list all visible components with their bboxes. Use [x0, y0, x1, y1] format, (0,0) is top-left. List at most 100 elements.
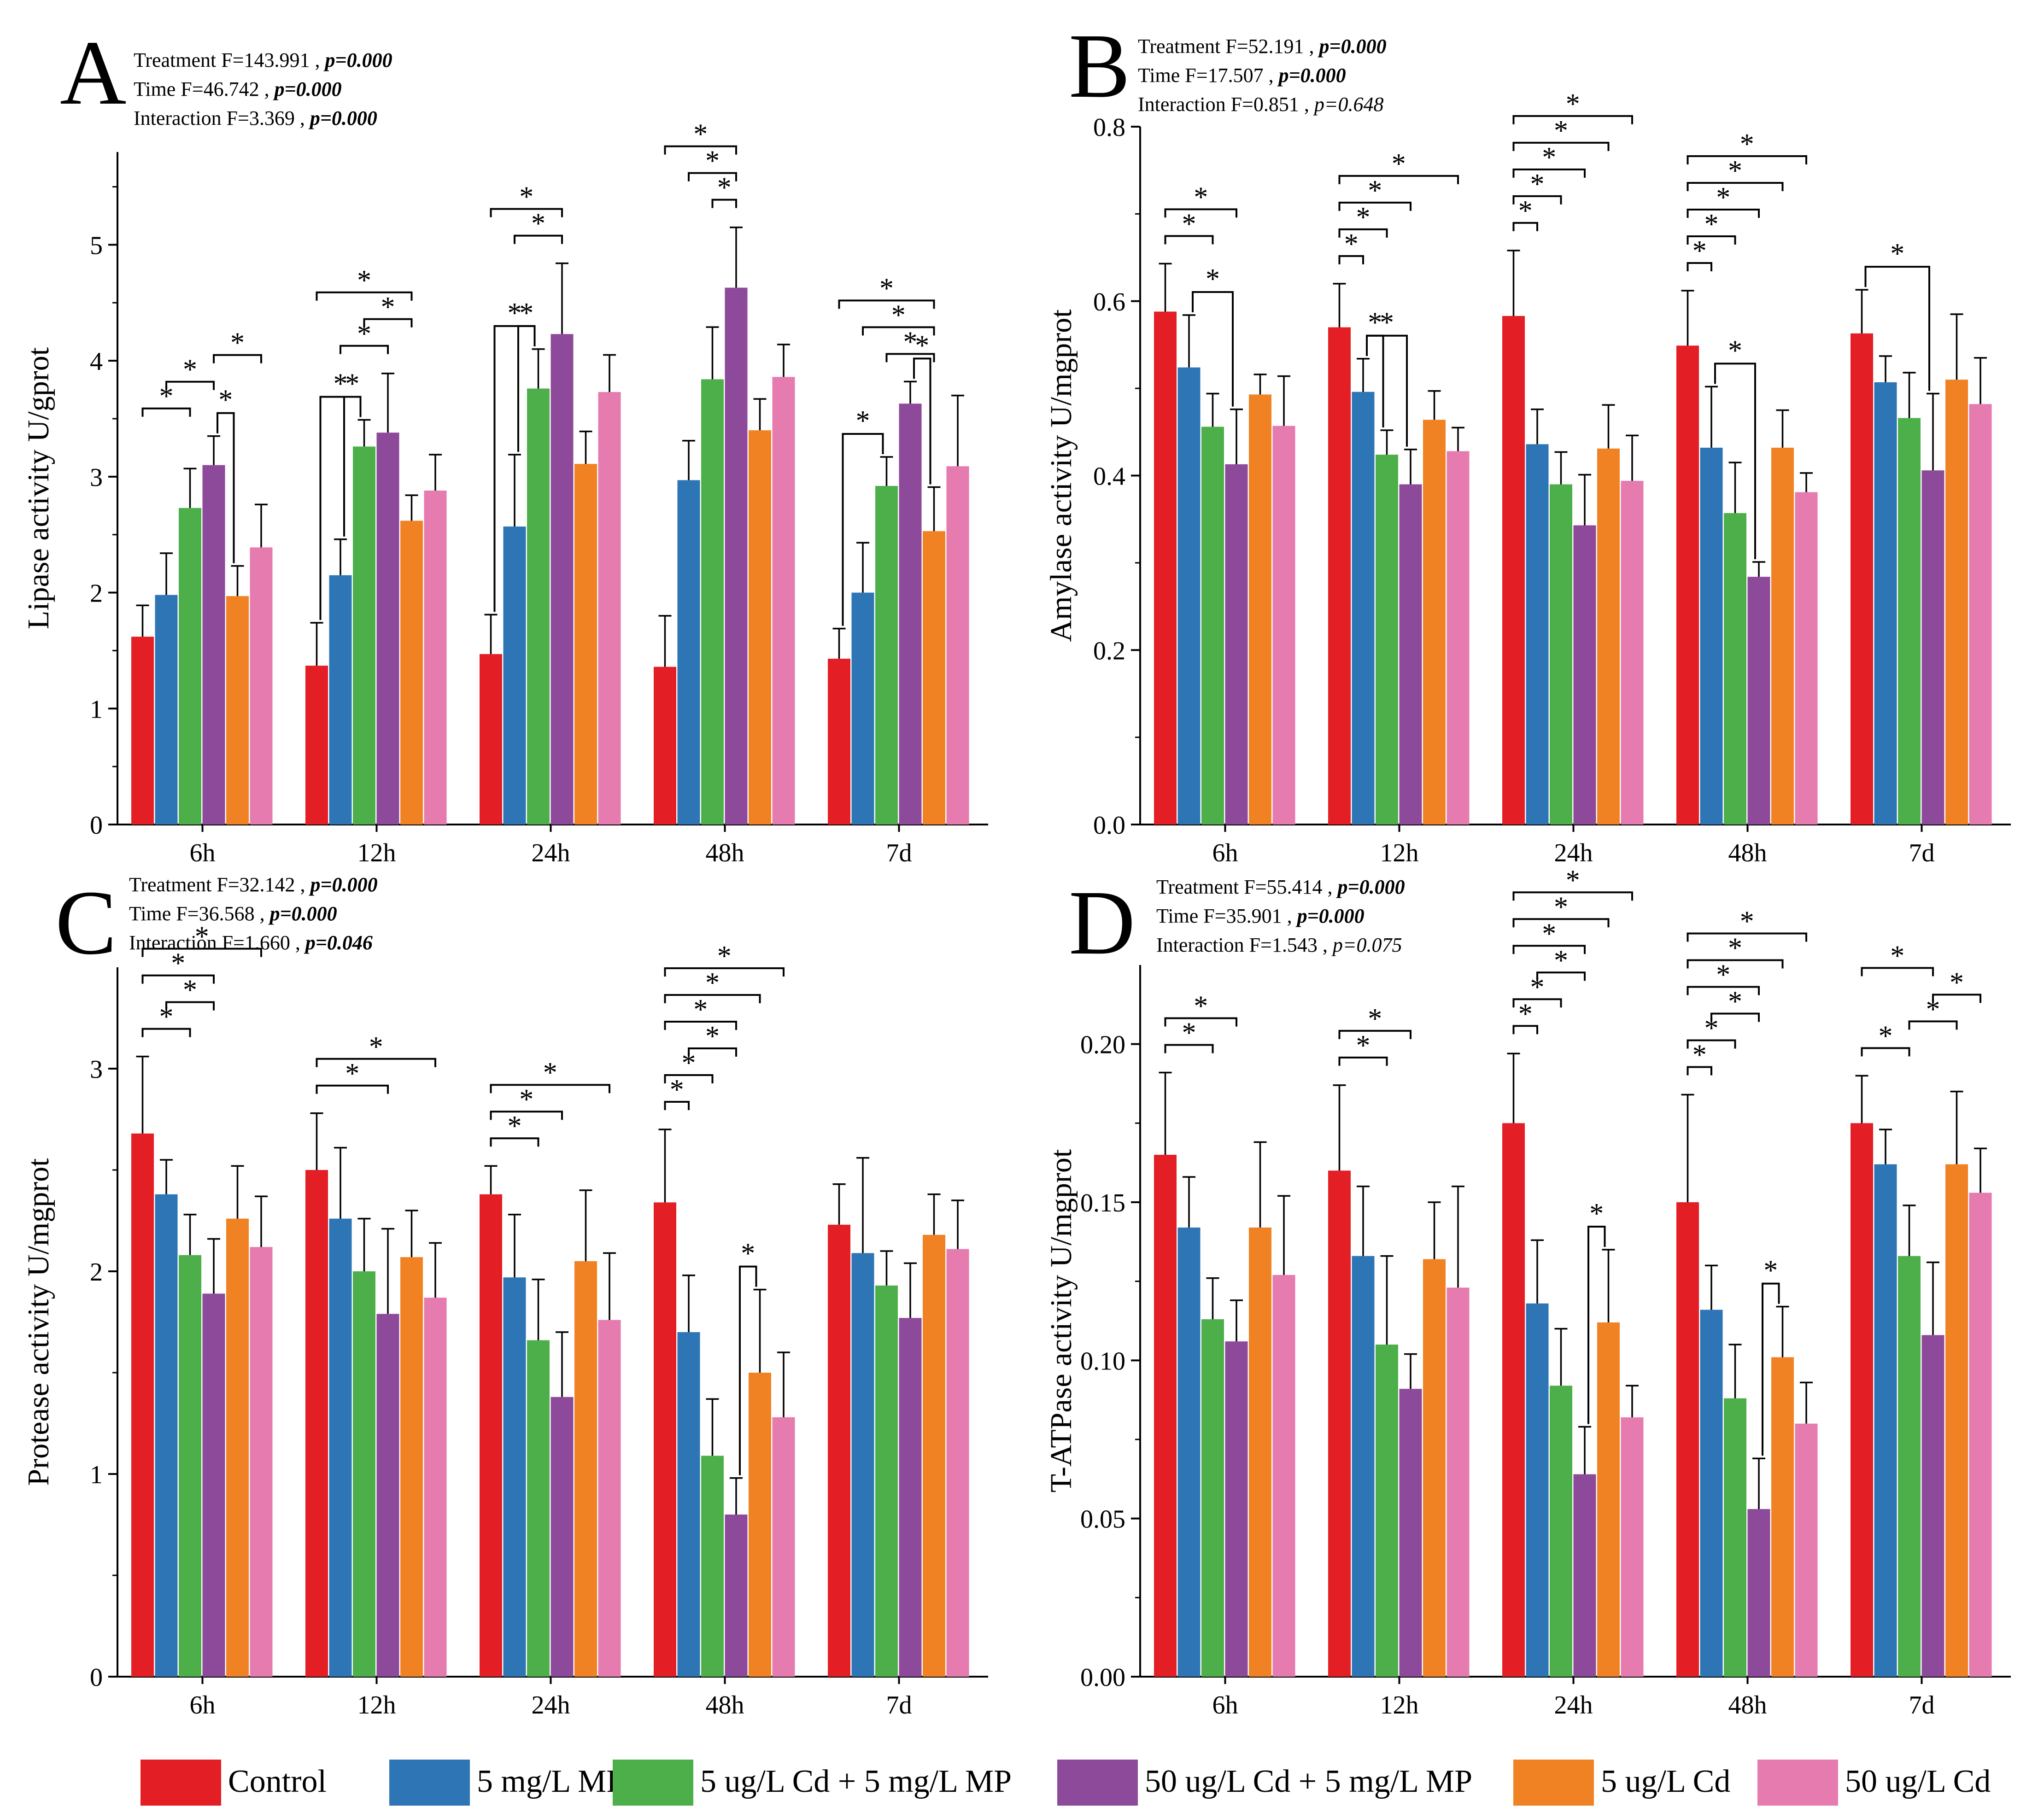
sig-star: *: [1518, 195, 1533, 227]
sig-star: *: [1380, 307, 1394, 339]
bar: [527, 1340, 550, 1677]
sig-star: *: [230, 328, 245, 359]
bar: [202, 465, 225, 825]
sig-bracket: [316, 1084, 389, 1094]
sig-star: *: [1589, 1198, 1604, 1229]
sig-bracket: [141, 974, 215, 984]
bar: [725, 287, 748, 825]
sig-bracket: [664, 994, 761, 1003]
sig-star: *: [856, 405, 870, 437]
panel-letter: C: [55, 872, 117, 974]
bar: [226, 596, 249, 825]
sig-star: *: [1566, 865, 1580, 896]
stat-label: Interaction F=3.369 ,: [134, 107, 310, 129]
bar: [875, 1285, 898, 1677]
sig-bracket: [1512, 195, 1562, 205]
bar: [1423, 1259, 1446, 1677]
x-tick-label: 6h: [1212, 839, 1238, 867]
x-tick-label: 48h: [706, 1691, 744, 1720]
bar: [1700, 1310, 1723, 1677]
legend-label: 5 ug/L Cd: [1601, 1764, 1730, 1799]
sig-bracket: [1512, 141, 1610, 151]
bar: [424, 491, 447, 825]
sig-hook-bracket: [1366, 334, 1384, 428]
bar: [131, 637, 154, 825]
x-tick-label: 12h: [1380, 1691, 1419, 1720]
bar: [749, 1373, 771, 1677]
sig-bracket: [141, 948, 262, 957]
bar: [574, 1261, 597, 1677]
bar: [1399, 484, 1422, 825]
x-tick-label: 48h: [706, 839, 744, 867]
bar: [1597, 1322, 1620, 1677]
sig-bracket: [141, 407, 191, 417]
x-tick-label: 24h: [1554, 839, 1593, 867]
sig-bracket: [1687, 262, 1712, 272]
bar: [551, 334, 574, 825]
sig-star: *: [357, 265, 371, 296]
y-tick-label: 1: [90, 695, 103, 724]
bar: [1272, 426, 1295, 825]
stat-label: Treatment F=143.991 ,: [134, 49, 325, 71]
stat-p-value: p=0.000: [273, 78, 342, 100]
sig-bracket: [1687, 959, 1784, 969]
legend-label: 50 ug/L Cd: [1845, 1764, 1991, 1799]
sig-star: *: [717, 941, 732, 972]
sig-bracket: [490, 1111, 563, 1120]
sig-star: *: [1542, 142, 1556, 173]
sig-bracket: [1512, 945, 1586, 954]
x-tick-label: 24h: [1554, 1691, 1593, 1720]
sig-bracket: [1512, 168, 1586, 178]
bar: [1700, 447, 1723, 825]
bar: [376, 433, 399, 825]
y-tick-label: 0: [90, 1663, 103, 1692]
bar: [1423, 420, 1446, 825]
sig-bracket: [664, 1074, 714, 1083]
sig-hook-bracket: [739, 1265, 757, 1475]
bar: [899, 404, 922, 825]
sig-star: *: [508, 298, 522, 329]
stat-p-value: p=0.000: [308, 107, 377, 129]
sig-star: *: [705, 967, 720, 999]
sig-bracket: [1164, 1017, 1237, 1027]
sig-bracket: [1512, 891, 1633, 901]
sig-star: *: [1518, 998, 1533, 1029]
sig-star: *: [345, 1058, 359, 1089]
stat-line: Interaction F=1.660 , p=0.046: [129, 931, 373, 954]
sig-bracket: [1338, 175, 1459, 184]
sig-star: *: [1693, 1040, 1707, 1071]
sig-star: *: [1740, 906, 1754, 937]
sig-bracket: [664, 1101, 690, 1110]
bar: [155, 595, 178, 825]
stat-p-value: p=0.000: [1295, 905, 1365, 927]
sig-star: *: [693, 994, 708, 1025]
bar: [598, 1320, 621, 1677]
sig-hook-bracket: [1762, 1282, 1780, 1456]
sig-star: *: [195, 921, 209, 953]
stat-line: Treatment F=32.142 , p=0.000: [129, 873, 378, 896]
bar: [329, 575, 352, 825]
bar: [1502, 316, 1525, 825]
y-tick-label: 3: [90, 463, 103, 492]
sig-star: *: [543, 1057, 557, 1088]
sig-bracket: [316, 291, 413, 301]
bar: [1447, 1287, 1470, 1677]
sig-star: *: [334, 368, 348, 399]
bar: [1154, 1155, 1177, 1677]
sig-star: *: [1890, 940, 1904, 971]
bar: [1795, 492, 1818, 825]
legend-swatch: [1513, 1760, 1594, 1806]
sig-star: *: [705, 146, 720, 177]
sig-bracket: [1164, 1044, 1214, 1053]
x-tick-label: 12h: [357, 1691, 396, 1720]
sig-star: *: [1368, 175, 1382, 206]
bar: [1795, 1423, 1818, 1677]
stat-label: Treatment F=55.414 ,: [1156, 876, 1338, 898]
sig-star: *: [891, 299, 906, 331]
sig-bracket: [1512, 1025, 1538, 1035]
x-tick-label: 6h: [190, 839, 216, 867]
stat-p-value: p=0.648: [1313, 93, 1384, 116]
bar: [677, 480, 700, 825]
